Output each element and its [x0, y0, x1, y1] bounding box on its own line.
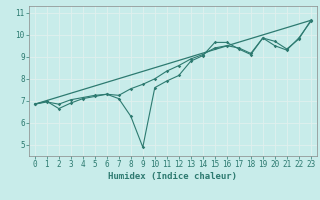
X-axis label: Humidex (Indice chaleur): Humidex (Indice chaleur) [108, 172, 237, 181]
